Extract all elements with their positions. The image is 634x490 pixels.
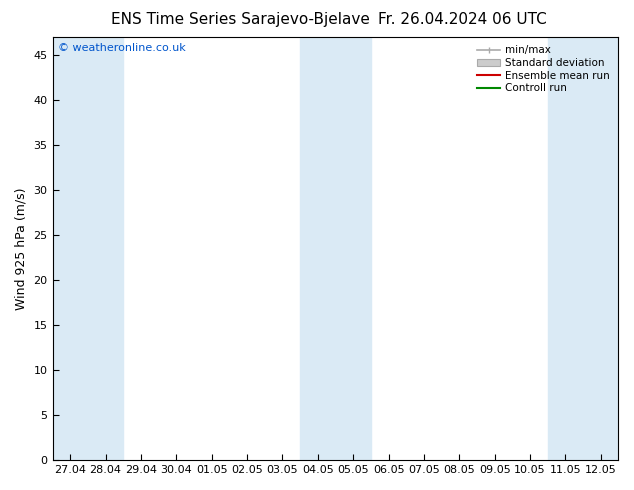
Bar [300,37,371,460]
Text: ENS Time Series Sarajevo-Bjelave: ENS Time Series Sarajevo-Bjelave [112,12,370,27]
Bar [53,37,123,460]
Text: © weatheronline.co.uk: © weatheronline.co.uk [58,44,186,53]
Text: Fr. 26.04.2024 06 UTC: Fr. 26.04.2024 06 UTC [378,12,547,27]
Bar [548,37,619,460]
Y-axis label: Wind 925 hPa (m/s): Wind 925 hPa (m/s) [15,187,28,310]
Legend: min/max, Standard deviation, Ensemble mean run, Controll run: min/max, Standard deviation, Ensemble me… [474,42,613,97]
